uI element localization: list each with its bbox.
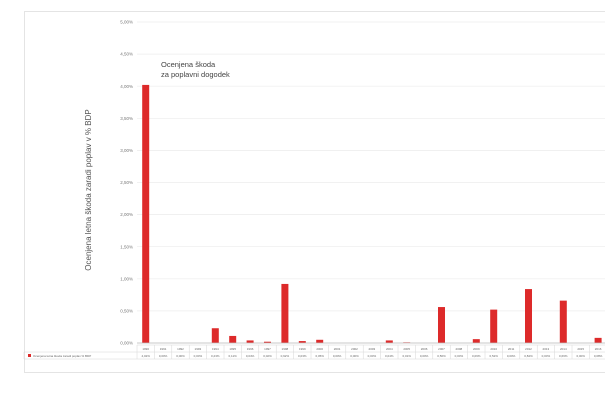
y-tick-label: 3,50% bbox=[120, 116, 133, 121]
data-label: 0,66% bbox=[559, 354, 568, 358]
x-tick-label: 1996 bbox=[247, 347, 254, 351]
data-label: 0,11% bbox=[229, 354, 238, 358]
data-label: 0,00% bbox=[507, 354, 516, 358]
x-tick-label: 1997 bbox=[264, 347, 271, 351]
bar bbox=[229, 335, 237, 343]
y-tick-label: 1,50% bbox=[120, 244, 133, 249]
data-label: 0,00% bbox=[159, 354, 168, 358]
x-tick-label: 2004 bbox=[386, 347, 393, 351]
bar bbox=[246, 340, 254, 343]
bar bbox=[594, 337, 602, 343]
bar bbox=[211, 328, 219, 343]
y-tick-label: 0,50% bbox=[120, 309, 133, 314]
data-label: 0,05% bbox=[315, 354, 324, 358]
data-label: 0,01% bbox=[402, 354, 411, 358]
data-label: 0,52% bbox=[489, 354, 498, 358]
bar bbox=[281, 283, 289, 343]
data-label: 0,00% bbox=[176, 354, 185, 358]
x-tick-label: 1995 bbox=[229, 347, 236, 351]
x-tick-label: 2016 bbox=[595, 347, 602, 351]
data-label: 0,00% bbox=[194, 354, 203, 358]
data-label: 0,00% bbox=[542, 354, 551, 358]
x-tick-label: 1994 bbox=[212, 347, 219, 351]
x-tick-label: 2008 bbox=[456, 347, 463, 351]
bar bbox=[385, 340, 393, 343]
legend-swatch bbox=[28, 354, 31, 357]
x-tick-label: 2012 bbox=[525, 347, 532, 351]
bar bbox=[298, 341, 306, 343]
x-tick-label: 2006 bbox=[421, 347, 428, 351]
y-tick-label: 2,50% bbox=[120, 180, 133, 185]
x-tick-label: 1991 bbox=[160, 347, 167, 351]
x-tick-label: 1999 bbox=[299, 347, 306, 351]
x-tick-label: 2002 bbox=[351, 347, 358, 351]
bar bbox=[142, 84, 150, 343]
data-label: 0,23% bbox=[211, 354, 220, 358]
bar bbox=[490, 309, 498, 343]
x-tick-label: 2005 bbox=[403, 347, 410, 351]
annotation-line-2: za poplavni dogodek bbox=[161, 70, 230, 79]
y-tick-label: 1,00% bbox=[120, 276, 133, 281]
x-tick-label: 1993 bbox=[195, 347, 202, 351]
bar bbox=[525, 289, 532, 343]
x-tick-label: 1998 bbox=[282, 347, 289, 351]
data-label: 0,84% bbox=[524, 354, 533, 358]
x-tick-label: 2014 bbox=[560, 347, 567, 351]
data-label: 0,03% bbox=[298, 354, 307, 358]
data-label: 0,92% bbox=[281, 354, 290, 358]
data-label: 4,02% bbox=[141, 354, 150, 358]
x-tick-label: 2011 bbox=[508, 347, 515, 351]
y-tick-label: 4,50% bbox=[120, 52, 133, 57]
bars bbox=[142, 84, 602, 343]
y-axis-label: Ocenjena letna škoda zaradi poplav v % B… bbox=[84, 109, 93, 270]
bar bbox=[559, 300, 567, 343]
data-label: 0,08% bbox=[594, 354, 603, 358]
data-label: 0,04% bbox=[385, 354, 394, 358]
data-table: Ocenjena letna škoda zaradi poplav % BDP… bbox=[23, 344, 605, 360]
y-tick-label: 3,00% bbox=[120, 148, 133, 153]
x-tick-label: 2009 bbox=[473, 347, 480, 351]
bar bbox=[472, 339, 480, 343]
bar bbox=[316, 339, 324, 343]
data-label: 0,06% bbox=[472, 354, 481, 358]
data-label: 0,00% bbox=[420, 354, 429, 358]
x-tick-label: 2010 bbox=[490, 347, 497, 351]
x-tick-label: 2007 bbox=[438, 347, 445, 351]
bar bbox=[438, 307, 445, 343]
y-tick-label: 0,00% bbox=[120, 341, 133, 346]
data-label: 0,56% bbox=[437, 354, 446, 358]
legend-label: Ocenjena letna škoda zaradi poplav % BDP bbox=[33, 354, 91, 358]
x-tick-label: 2001 bbox=[334, 347, 341, 351]
frame-border-left bbox=[24, 11, 25, 373]
annotation-line-1: Ocenjena škoda bbox=[161, 60, 216, 69]
y-tick-label: 5,00% bbox=[120, 20, 133, 25]
x-tick-label: 2015 bbox=[577, 347, 584, 351]
data-label: 0,00% bbox=[350, 354, 359, 358]
data-label: 0,00% bbox=[368, 354, 377, 358]
bar bbox=[264, 341, 271, 343]
data-label: 0,04% bbox=[246, 354, 255, 358]
x-tick-label: 1992 bbox=[177, 347, 184, 351]
x-tick-label: 2003 bbox=[369, 347, 376, 351]
data-label: 0,00% bbox=[576, 354, 585, 358]
data-label: 0,00% bbox=[333, 354, 342, 358]
data-label: 0,02% bbox=[263, 354, 272, 358]
frame-border-bottom bbox=[24, 372, 605, 373]
y-axis-ticks: 5,00% 4,50% 4,00% 3,50% 3,00% 2,50% 2,00% 1,50%… bbox=[120, 20, 133, 346]
x-tick-label: 2013 bbox=[543, 347, 550, 351]
data-label: 0,00% bbox=[455, 354, 464, 358]
x-tick-label: 2000 bbox=[316, 347, 323, 351]
frame-border-top bbox=[24, 11, 605, 12]
y-tick-label: 2,00% bbox=[120, 212, 133, 217]
y-tick-label: 4,00% bbox=[120, 84, 133, 89]
x-tick-label: 1990 bbox=[142, 347, 149, 351]
